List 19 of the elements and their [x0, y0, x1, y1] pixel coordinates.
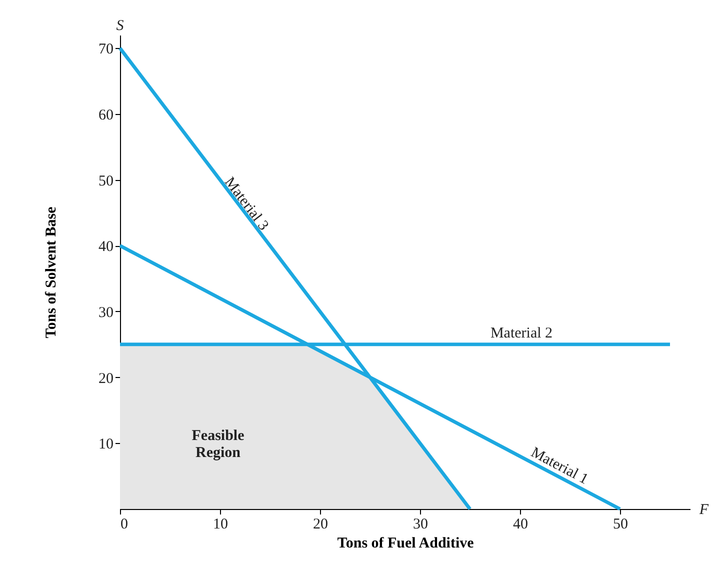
y-tick-label: 20	[98, 370, 114, 387]
y-tick-label: 40	[98, 239, 114, 256]
series-label: Material 2	[490, 325, 553, 342]
x-tick-label: 20	[313, 516, 328, 532]
x-tick-label: 30	[413, 516, 428, 532]
text: F	[698, 502, 710, 518]
text: S	[116, 18, 124, 34]
x-tick-label: 10	[213, 516, 228, 532]
series-label: Feasible Region	[192, 428, 245, 461]
y-tick-label: 10	[98, 436, 114, 453]
x-tick-label: 50	[613, 516, 628, 532]
y-tick-label: 60	[98, 108, 114, 124]
y-tick-label: 30	[98, 305, 114, 321]
x-tick-label: 0	[120, 516, 128, 532]
x-tick-label: 40	[513, 516, 528, 532]
y-tick-label: 70	[98, 42, 114, 58]
x-axis-title: Tons of Fuel Additive	[337, 536, 474, 552]
y-tick-label: 50	[98, 173, 114, 190]
y-axis-title: Tons of Solvent Base	[44, 206, 60, 338]
